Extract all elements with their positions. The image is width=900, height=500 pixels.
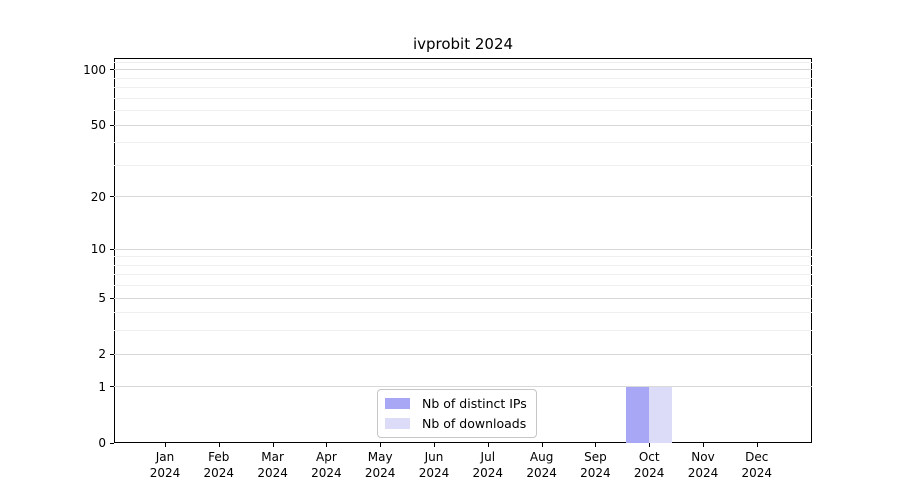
x-axis-tick	[326, 443, 328, 447]
year-label: 2024	[687, 466, 719, 480]
month-label: Mar	[261, 450, 284, 464]
legend-label-distinct-ips: Nb of distinct IPs	[422, 396, 527, 411]
year-label: 2024	[580, 466, 611, 480]
month-label: Jul	[480, 450, 496, 464]
x-tick-label: Mar 2024	[242, 449, 304, 481]
x-axis-tick	[165, 443, 166, 447]
minor-gridline	[114, 164, 812, 166]
plot-area: Nb of distinct IPs Nb of downloads	[114, 58, 812, 443]
x-tick-label: Dec 2024	[726, 449, 788, 481]
month-label: Dec	[745, 450, 769, 464]
x-axis-tick	[703, 443, 704, 447]
y-axis-tick	[110, 248, 114, 250]
y-axis-tick	[110, 386, 114, 388]
y-tick-label: 20	[90, 189, 106, 204]
x-tick-label: Jun 2024	[403, 449, 465, 481]
minor-gridline	[114, 256, 812, 258]
year-label: 2024	[311, 466, 342, 480]
month-label: Jun	[424, 450, 444, 464]
month-label: Jan	[155, 450, 175, 464]
major-gridline	[114, 353, 812, 355]
x-axis-tick	[649, 443, 651, 447]
x-axis-tick	[434, 443, 435, 447]
year-label: 2024	[418, 466, 450, 480]
y-tick-label: 10	[90, 242, 106, 257]
minor-gridline	[114, 312, 812, 314]
year-label: 2024	[741, 466, 773, 480]
minor-gridline	[114, 142, 812, 144]
y-tick-label: 2	[98, 347, 106, 362]
year-label: 2024	[257, 466, 288, 480]
legend-label-downloads: Nb of downloads	[422, 416, 527, 431]
month-label: Nov	[691, 450, 715, 464]
minor-gridline	[114, 61, 812, 63]
x-axis-tick	[487, 443, 489, 447]
month-label: Oct	[638, 450, 660, 464]
year-label: 2024	[472, 466, 504, 480]
major-gridline	[114, 297, 812, 299]
y-axis-tick	[110, 69, 114, 71]
y-tick-label: 0	[98, 436, 106, 450]
y-axis-tick	[110, 297, 114, 299]
legend: Nb of distinct IPs Nb of downloads	[377, 389, 537, 438]
month-label: May	[367, 450, 393, 464]
y-axis-tick	[110, 353, 114, 355]
y-tick-label: 100	[83, 62, 106, 77]
bar-distinct-ips	[626, 386, 650, 443]
minor-gridline	[114, 274, 812, 276]
year-label: 2024	[149, 466, 181, 480]
month-label: Sep	[584, 450, 607, 464]
y-tick-label: 1	[98, 379, 106, 394]
minor-gridline	[114, 264, 812, 266]
major-gridline	[114, 196, 812, 198]
x-tick-label: Apr 2024	[295, 449, 357, 481]
x-axis-tick	[756, 443, 758, 447]
y-tick-label: 5	[98, 291, 106, 306]
x-axis-tick	[218, 443, 220, 447]
legend-swatch-downloads	[385, 418, 410, 429]
minor-gridline	[114, 97, 812, 99]
y-tick-label: 50	[90, 118, 106, 133]
legend-item-distinct-ips: Nb of distinct IPs	[385, 396, 527, 411]
minor-gridline	[114, 330, 812, 332]
major-gridline	[114, 248, 812, 250]
x-axis-tick	[380, 443, 382, 447]
month-label: Feb	[208, 450, 230, 464]
x-tick-label: Nov 2024	[672, 449, 734, 481]
x-axis-tick	[272, 443, 274, 447]
x-tick-label: Aug 2024	[511, 449, 573, 481]
minor-gridline	[114, 77, 812, 79]
legend-swatch-distinct-ips	[385, 398, 410, 409]
x-axis-tick	[541, 443, 543, 447]
x-tick-label: Feb 2024	[188, 449, 250, 481]
minor-gridline	[114, 87, 812, 89]
month-label: Apr	[316, 450, 337, 464]
minor-gridline	[114, 110, 812, 112]
chart-title: ivprobit 2024	[412, 35, 514, 53]
x-tick-label: Jan 2024	[134, 449, 196, 481]
x-tick-label: Jul 2024	[457, 449, 519, 481]
month-label: Aug	[529, 450, 554, 464]
x-tick-label: May 2024	[349, 449, 411, 481]
y-axis-tick	[110, 442, 114, 444]
x-axis-tick	[595, 443, 597, 447]
year-label: 2024	[633, 466, 665, 480]
bar-downloads	[649, 386, 673, 443]
legend-item-downloads: Nb of downloads	[385, 416, 527, 431]
major-gridline	[114, 69, 812, 71]
year-label: 2024	[526, 466, 557, 480]
x-tick-label: Oct 2024	[618, 449, 680, 481]
y-axis-tick	[110, 124, 114, 126]
year-label: 2024	[203, 466, 235, 480]
major-gridline	[114, 386, 812, 388]
minor-gridline	[114, 285, 812, 287]
y-axis-tick	[110, 196, 114, 198]
x-tick-label: Sep 2024	[564, 449, 626, 481]
year-label: 2024	[364, 466, 396, 480]
major-gridline	[114, 124, 812, 126]
